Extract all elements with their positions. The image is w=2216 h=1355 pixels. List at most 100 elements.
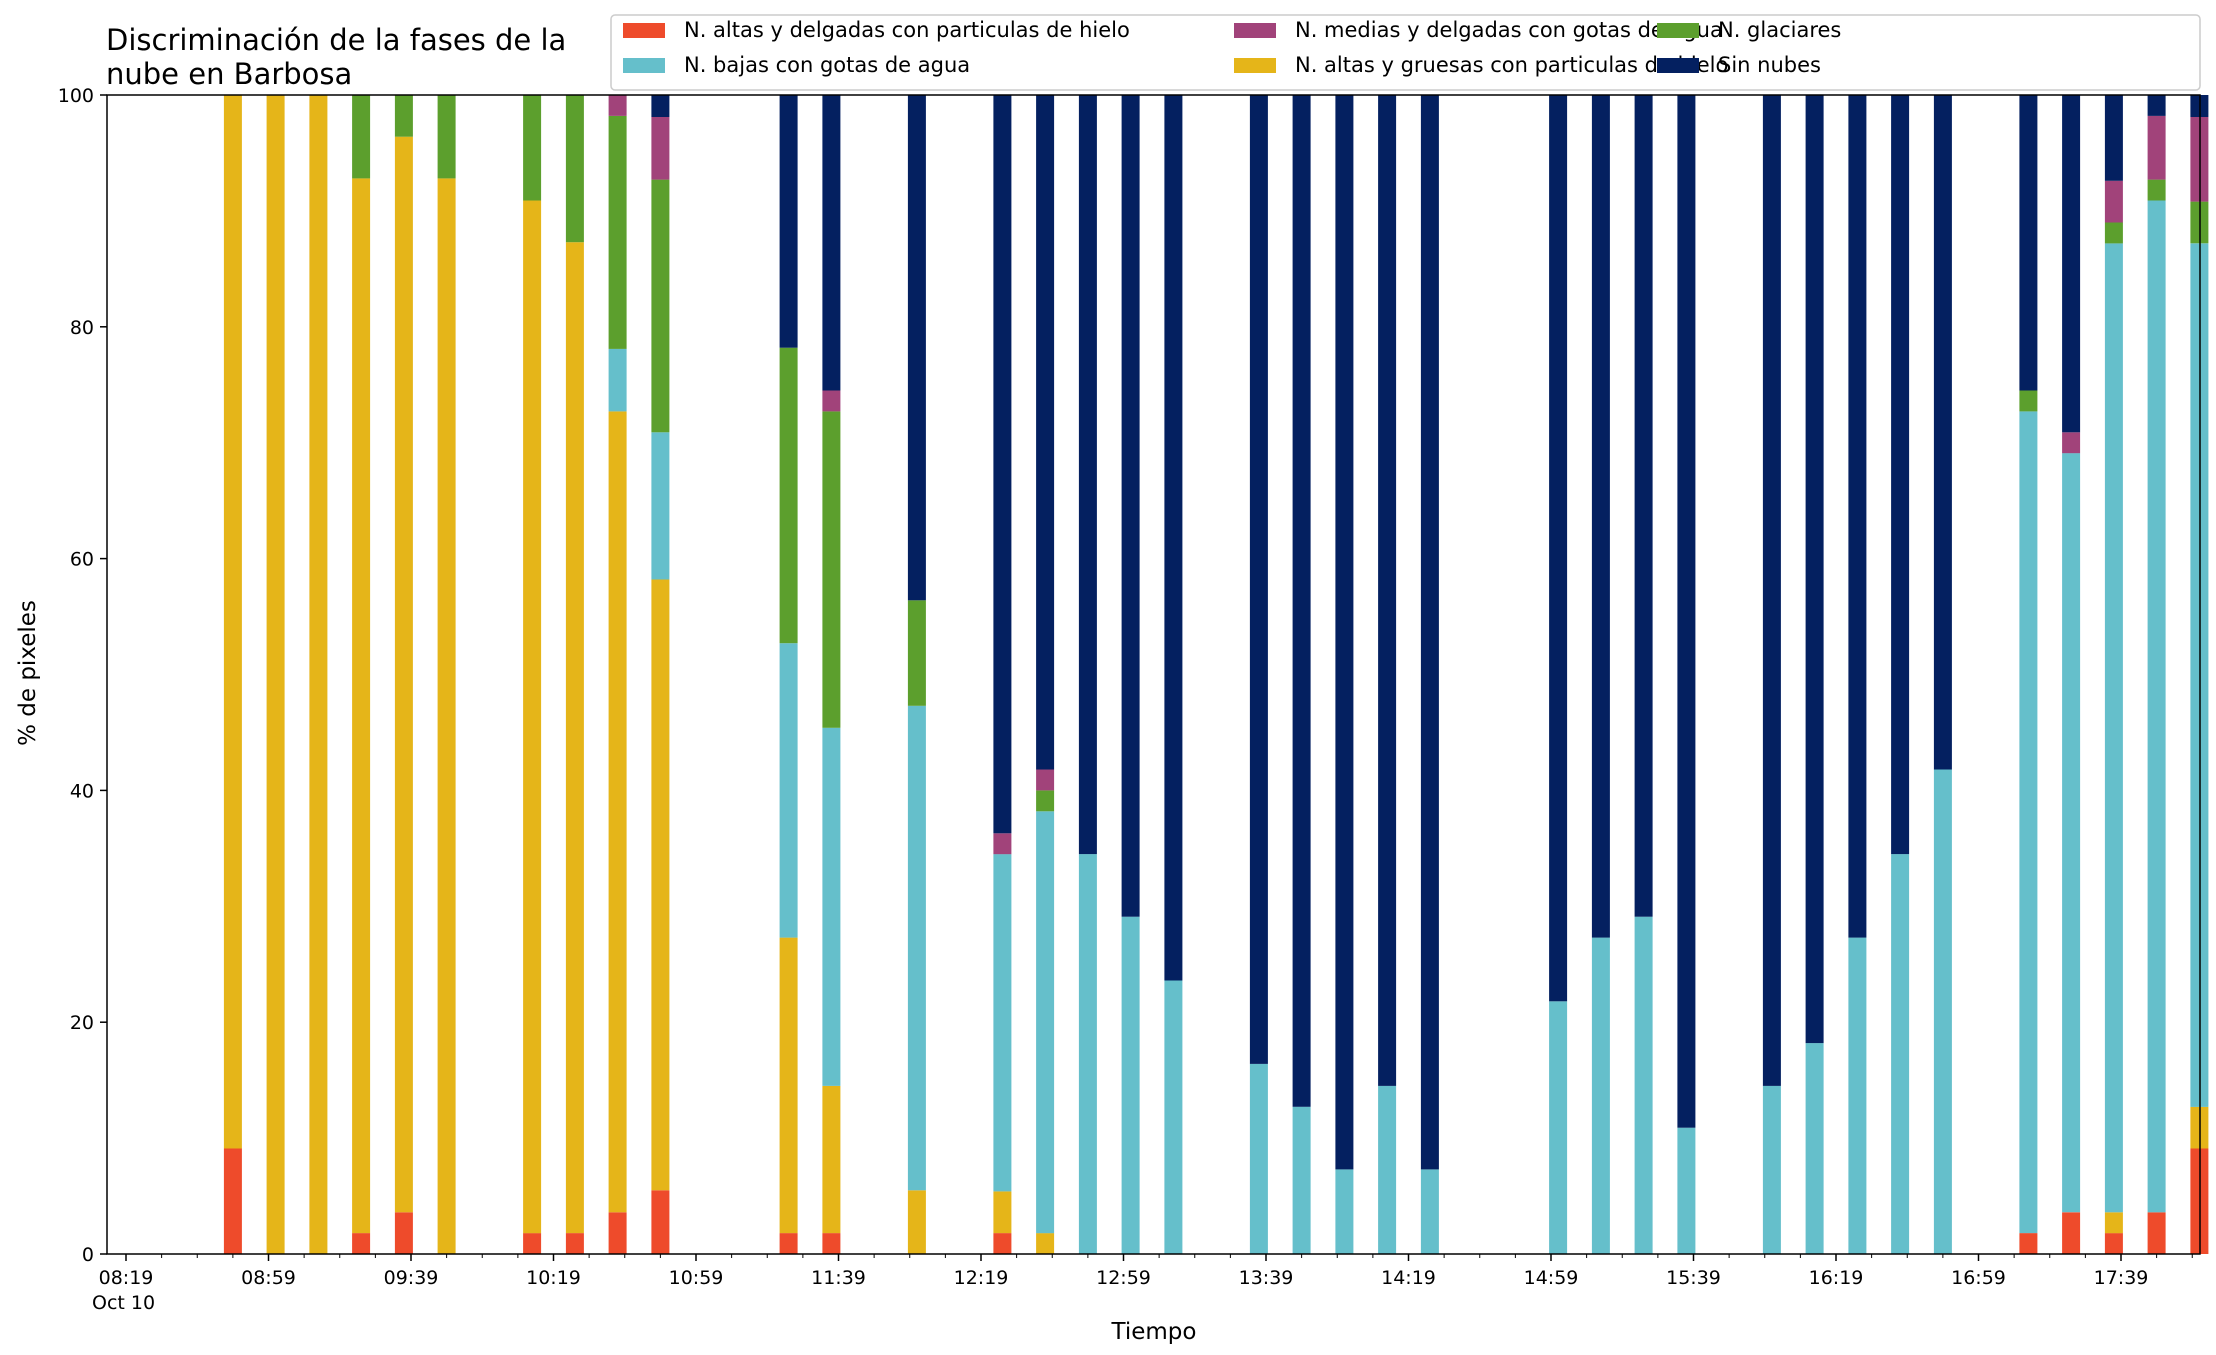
bar-3-series-3: [352, 95, 371, 179]
bar-9-series-3: [651, 179, 670, 433]
bar-34-series-0: [2104, 1233, 2123, 1254]
bar-32-series-3: [2019, 390, 2038, 412]
bar-11-series-2: [822, 727, 841, 1086]
bar-23-series-5: [1549, 95, 1568, 1002]
bar-27-series-5: [1762, 95, 1781, 1086]
bar-14-series-2: [1036, 811, 1055, 1234]
bar-22-series-5: [1420, 95, 1439, 1170]
bar-8-series-2: [608, 348, 627, 412]
x-tick-label-5: 11:39: [811, 1267, 866, 1289]
bar-3-series-0: [352, 1233, 371, 1254]
bar-29-series-5: [1848, 95, 1867, 938]
legend-label-0: N. altas y delgadas con particulas de hi…: [684, 18, 1130, 42]
bar-30-series-5: [1891, 95, 1910, 855]
x-tick-label-4: 10:59: [669, 1267, 724, 1289]
bar-10-series-0: [779, 1233, 798, 1254]
bar-13-series-5: [993, 95, 1012, 834]
bars-layer: [223, 95, 2209, 1254]
bar-4-series-0: [394, 1212, 413, 1254]
bar-18-series-5: [1249, 95, 1268, 1064]
bar-35-series-5: [2147, 95, 2166, 116]
legend: N. altas y delgadas con particulas de hi…: [610, 14, 2201, 91]
y-tick-label-0: 0: [82, 1244, 94, 1266]
x-tick-label-8: 13:39: [1239, 1267, 1294, 1289]
legend-label-2: N. bajas con gotas de agua: [684, 53, 970, 77]
legend-swatch-0: [623, 23, 665, 38]
bar-1-series-1: [266, 95, 285, 1254]
legend-swatch-1: [1234, 58, 1276, 73]
bar-13-series-1: [993, 1191, 1012, 1234]
bar-12-series-5: [907, 95, 926, 601]
bar-6-series-1: [523, 200, 542, 1234]
bar-33-series-0: [2062, 1212, 2081, 1254]
bar-22-series-2: [1420, 1169, 1439, 1254]
bar-17-series-2: [1164, 980, 1183, 1254]
bar-18-series-2: [1249, 1063, 1268, 1254]
y-tick-label-5: 100: [58, 85, 94, 107]
bar-7-series-0: [565, 1233, 584, 1254]
bar-6-series-0: [523, 1233, 542, 1254]
bar-19-series-2: [1292, 1106, 1311, 1254]
x-tick-label-0: 08:19: [99, 1267, 154, 1289]
bar-33-series-5: [2062, 95, 2081, 433]
bar-21-series-5: [1378, 95, 1397, 1086]
bar-32-series-0: [2019, 1233, 2038, 1254]
y-tick-label-4: 80: [70, 317, 94, 339]
x-tick-label-13: 16:59: [1951, 1267, 2006, 1289]
bar-6-series-3: [523, 95, 542, 201]
y-axis-label: % de pixeles: [15, 600, 41, 746]
bar-9-series-1: [651, 579, 670, 1191]
bar-34-series-3: [2104, 222, 2123, 244]
bar-28-series-5: [1805, 95, 1824, 1044]
bar-35-series-4: [2147, 115, 2166, 180]
bar-4-series-3: [394, 95, 413, 137]
bar-5-series-1: [437, 178, 456, 1254]
bar-9-series-4: [651, 117, 670, 180]
bar-5-series-3: [437, 95, 456, 179]
bar-13-series-2: [993, 854, 1012, 1192]
bar-32-series-5: [2019, 95, 2038, 391]
bar-7-series-1: [565, 242, 584, 1234]
legend-swatch-2: [623, 58, 665, 73]
bar-9-series-2: [651, 432, 670, 580]
legend-swatch-3: [1657, 23, 1699, 38]
bar-12-series-1: [907, 1190, 926, 1254]
bar-8-series-4: [608, 95, 627, 116]
bar-21-series-2: [1378, 1085, 1397, 1254]
bar-31-series-2: [1933, 769, 1952, 1254]
x-axis: 08:19 Oct 10 08:59 09:39 10:19 10:59 11:39 12:1…: [92, 1254, 2193, 1314]
bar-35-series-0: [2147, 1212, 2166, 1254]
bar-9-series-0: [651, 1190, 670, 1254]
bar-32-series-2: [2019, 411, 2038, 1234]
x-tick-label-14: 17:39: [2094, 1267, 2149, 1289]
x-tick-label-10: 14:59: [1524, 1267, 1579, 1289]
bar-34-series-2: [2104, 243, 2123, 1213]
bar-7-series-3: [565, 95, 584, 243]
bar-23-series-2: [1549, 1001, 1568, 1254]
x-tick-label-12: 16:19: [1809, 1267, 1864, 1289]
legend-label-5: Sin nubes: [1718, 53, 1821, 77]
bar-8-series-0: [608, 1212, 627, 1254]
bar-29-series-2: [1848, 937, 1867, 1254]
bar-20-series-2: [1335, 1169, 1354, 1254]
chart-title-line-2: nube en Barbosa: [106, 57, 352, 91]
bar-14-series-4: [1036, 769, 1055, 791]
bar-13-series-0: [993, 1233, 1012, 1254]
y-tick-label-3: 60: [70, 549, 94, 571]
y-axis: 0 20 40 60 80 100: [58, 85, 107, 1266]
bar-35-series-3: [2147, 179, 2166, 201]
bar-15-series-2: [1078, 854, 1097, 1254]
chart-title-line-1: Discriminación de la fases de la: [106, 23, 566, 57]
bar-8-series-3: [608, 115, 627, 349]
bar-25-series-2: [1634, 916, 1653, 1254]
y-tick-label-1: 20: [70, 1012, 94, 1034]
bar-24-series-2: [1591, 937, 1610, 1254]
bar-20-series-5: [1335, 95, 1354, 1170]
bar-11-series-4: [822, 390, 841, 412]
bar-12-series-2: [907, 705, 926, 1191]
bar-12-series-3: [907, 600, 926, 706]
bar-16-series-5: [1121, 95, 1140, 917]
bar-26-series-5: [1677, 95, 1696, 1128]
bar-15-series-5: [1078, 95, 1097, 855]
